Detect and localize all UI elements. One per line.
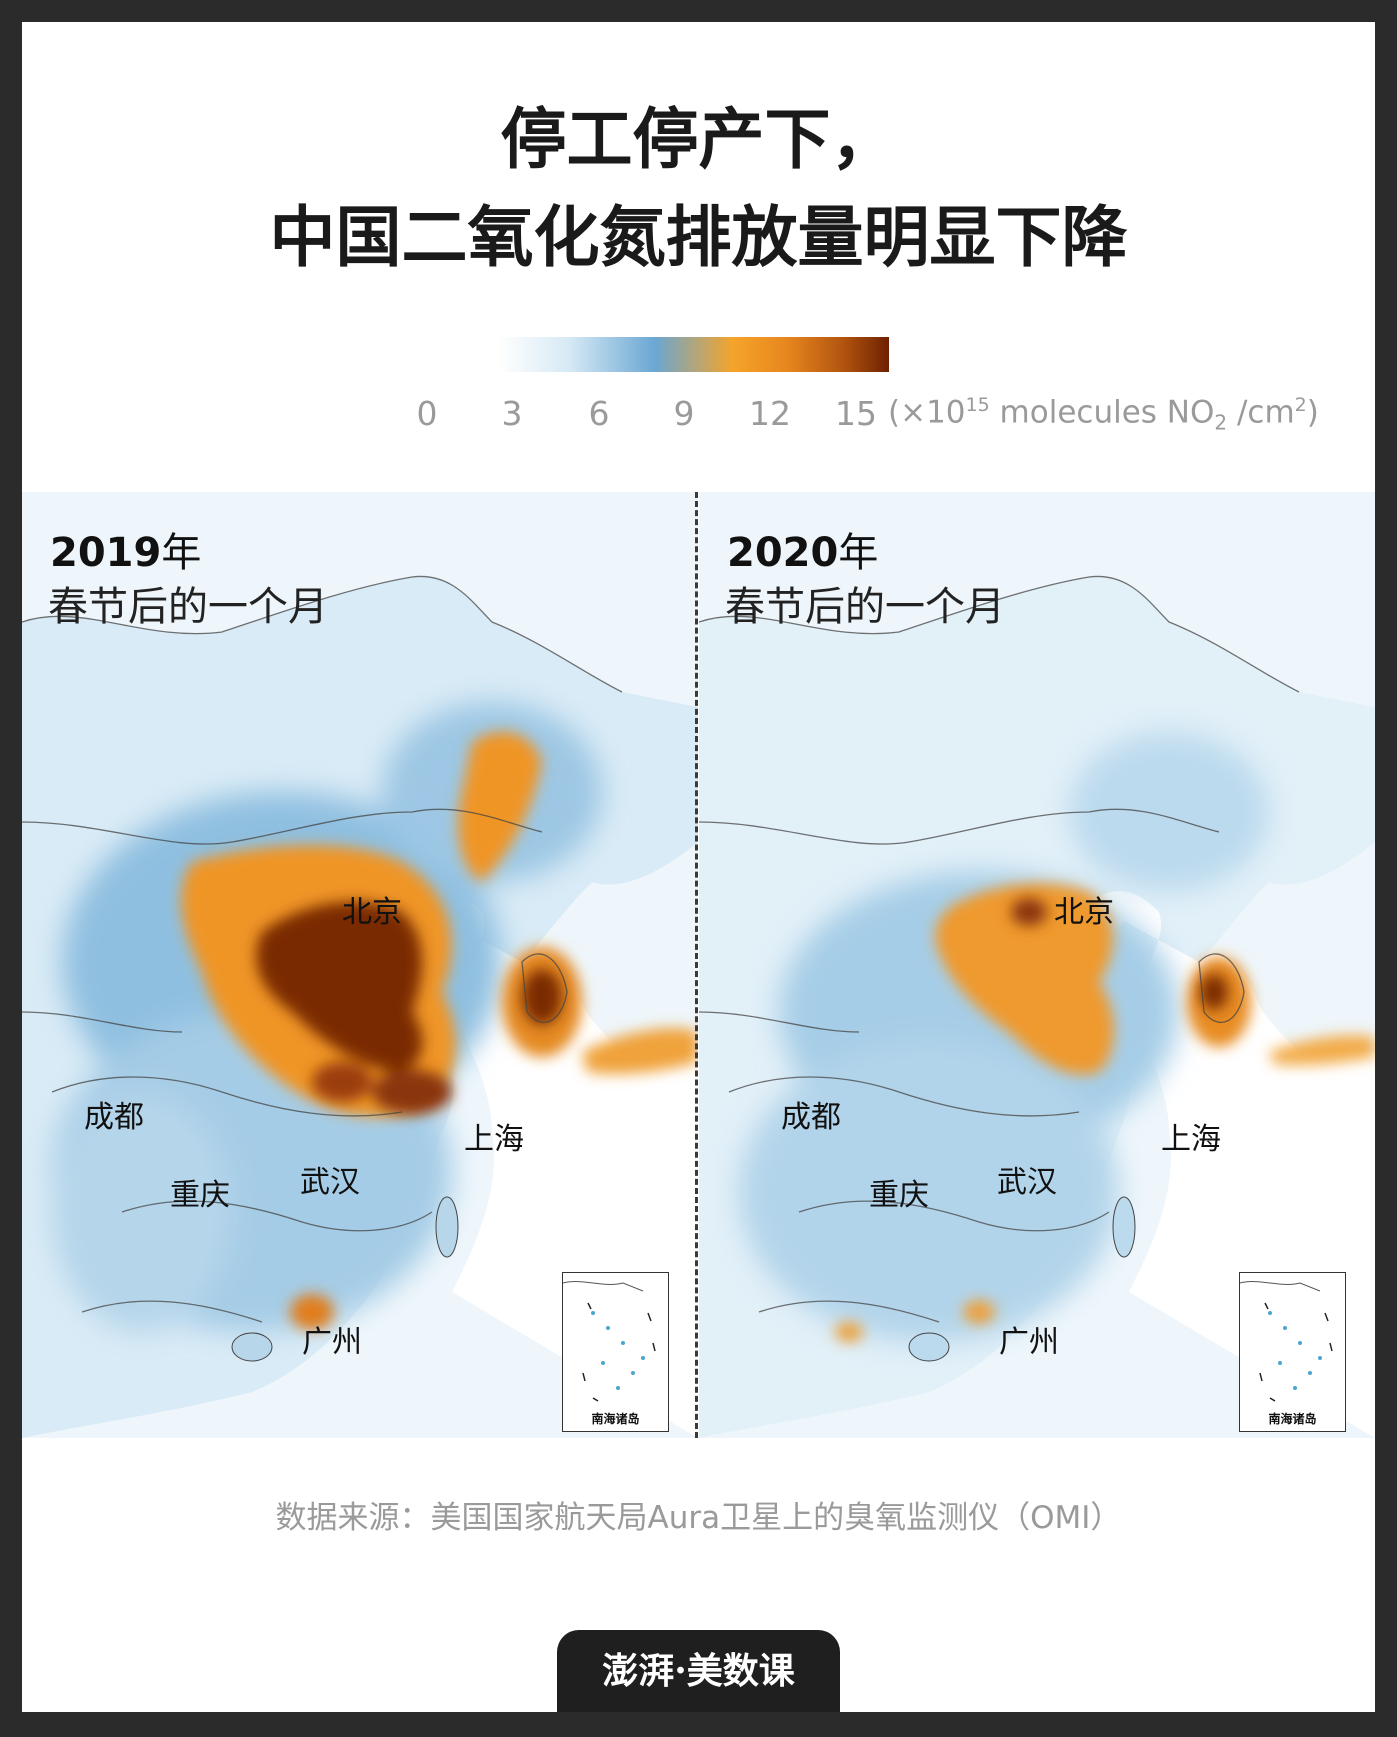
tick-label: 9: [673, 394, 695, 433]
city-label-shanghai: 上海: [464, 1122, 524, 1157]
map-panel-2019: 2019年 春节后的一个月 北京 成都 上海 重庆 武汉 广州 南海诸岛: [22, 492, 698, 1438]
brand-logo: 澎湃·美数课: [557, 1630, 840, 1712]
city-label-beijing: 北京: [342, 895, 402, 930]
inset-map: [563, 1281, 656, 1402]
data-source: 数据来源：美国国家航天局Aura卫星上的臭氧监测仪（OMI）: [275, 1500, 1122, 1536]
taiwan-shape: [435, 1196, 459, 1258]
boundary-lines: [22, 575, 623, 1323]
city-label-guangzhou: 广州: [302, 1325, 362, 1360]
map-panel-2020: 2020年 春节后的一个月 北京 成都 上海 重庆 武汉 广州 南海诸岛: [699, 492, 1375, 1438]
city-label-shanghai: 上海: [1161, 1122, 1221, 1157]
infographic-frame: 停工停产下， 中国二氧化氮排放量明显下降 0 3 6 9 12 15 (×101…: [22, 22, 1375, 1712]
no2-map-2020: [699, 575, 1375, 1438]
title-line-2: 中国二氧化氮排放量明显下降: [269, 199, 1128, 276]
city-label-chongqing: 重庆: [170, 1178, 230, 1213]
inset-map: [1240, 1281, 1333, 1402]
tick-label: 6: [588, 394, 610, 433]
city-label-beijing: 北京: [1054, 895, 1114, 930]
city-label-chengdu: 成都: [84, 1100, 144, 1135]
panel-year: 2020年: [727, 530, 879, 576]
city-label-chongqing: 重庆: [869, 1178, 929, 1213]
south-china-sea-inset: 南海诸岛: [562, 1272, 669, 1432]
city-label-guangzhou: 广州: [999, 1325, 1059, 1360]
colorbar-unit: (×1015 molecules NO2 /cm2): [888, 394, 1319, 435]
no2-layer-blue: [739, 732, 1269, 1342]
panel-subtitle: 春节后的一个月: [48, 584, 328, 630]
panel-divider: [695, 492, 698, 1438]
maps-area: 2019年 春节后的一个月 北京 成都 上海 重庆 武汉 广州 南海诸岛: [22, 492, 1375, 1438]
no2-map-2019: [22, 575, 698, 1438]
hainan-shape: [908, 1332, 950, 1362]
tick-label: 15: [835, 394, 877, 433]
tick-label: 12: [749, 394, 791, 433]
tick-label: 0: [416, 394, 438, 433]
city-label-wuhan: 武汉: [300, 1165, 360, 1200]
title-line-1: 停工停产下，: [500, 101, 897, 178]
south-china-sea-inset: 南海诸岛: [1239, 1272, 1346, 1432]
taiwan-shape: [1112, 1196, 1136, 1258]
panel-subtitle: 春节后的一个月: [725, 584, 1005, 630]
boundary-lines: [699, 575, 1300, 1323]
colorbar-ticks: 0 3 6 9 12 15: [22, 394, 1375, 434]
hainan-shape: [231, 1332, 273, 1362]
no2-layer-dark: [256, 901, 562, 1114]
city-label-chengdu: 成都: [781, 1100, 841, 1135]
city-label-wuhan: 武汉: [997, 1165, 1057, 1200]
panel-year: 2019年: [50, 530, 202, 576]
inset-label: 南海诸岛: [591, 1412, 640, 1426]
colorbar: [499, 337, 889, 372]
inset-label: 南海诸岛: [1268, 1412, 1317, 1426]
tick-label: 3: [501, 394, 523, 433]
no2-layer-dark: [1011, 898, 1228, 1010]
